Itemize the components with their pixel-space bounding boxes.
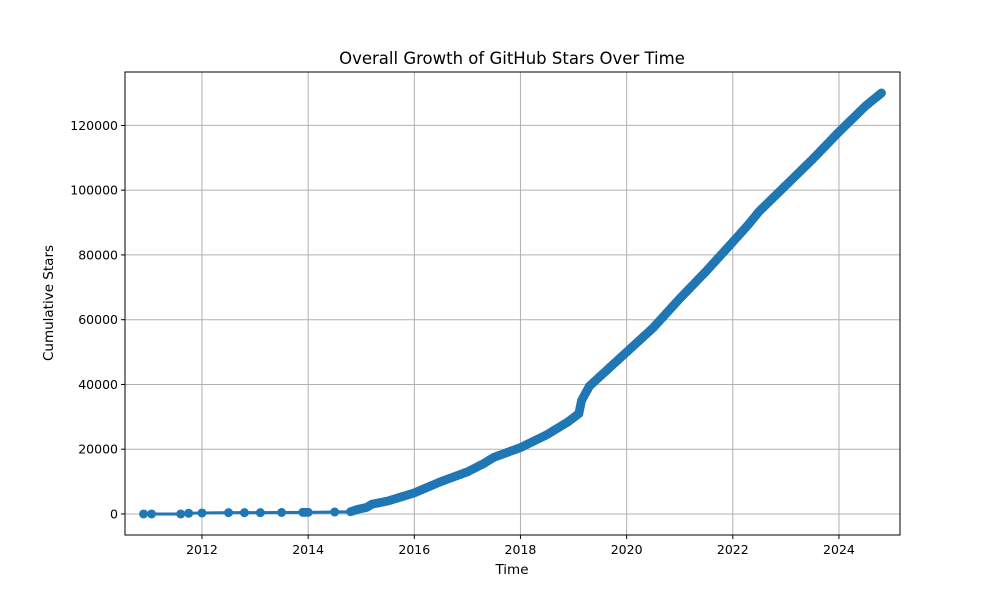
data-point <box>176 509 186 519</box>
plot-frame <box>124 71 901 536</box>
y-tick-label: 40000 <box>78 377 118 392</box>
data-point <box>330 507 340 517</box>
data-point <box>239 508 249 518</box>
data-point <box>224 508 234 518</box>
data-point <box>876 88 886 98</box>
y-tick-label: 100000 <box>70 183 118 198</box>
x-tick-label: 2014 <box>292 542 324 557</box>
data-point <box>277 507 287 517</box>
data-point <box>197 508 207 518</box>
y-tick-label: 0 <box>110 506 118 521</box>
x-tick-label: 2018 <box>505 542 537 557</box>
data-point <box>139 509 149 519</box>
data-point <box>303 507 313 517</box>
data-point <box>147 509 157 519</box>
data-point <box>184 508 194 518</box>
series-group <box>139 88 886 519</box>
y-tick-label: 120000 <box>70 118 118 133</box>
x-tick-label: 2024 <box>823 542 855 557</box>
x-tick-label: 2012 <box>186 542 218 557</box>
data-point <box>255 508 265 518</box>
y-tick-label: 80000 <box>78 247 118 262</box>
y-tick-label: 60000 <box>78 312 118 327</box>
x-axis-label: Time <box>494 562 528 578</box>
y-axis-ticks: 0 20000 40000 60000 80000 100000 120000 <box>70 118 125 521</box>
x-axis-ticks: 2012 2014 2016 2018 2020 2022 2024 <box>186 535 855 557</box>
y-tick-label: 20000 <box>78 442 118 457</box>
series-layer <box>139 88 886 519</box>
x-tick-label: 2016 <box>398 542 430 557</box>
x-tick-label: 2022 <box>717 542 749 557</box>
y-axis-label: Cumulative Stars <box>41 245 57 361</box>
x-tick-label: 2020 <box>611 542 643 557</box>
chart-title: Overall Growth of GitHub Stars Over Time <box>339 49 685 68</box>
